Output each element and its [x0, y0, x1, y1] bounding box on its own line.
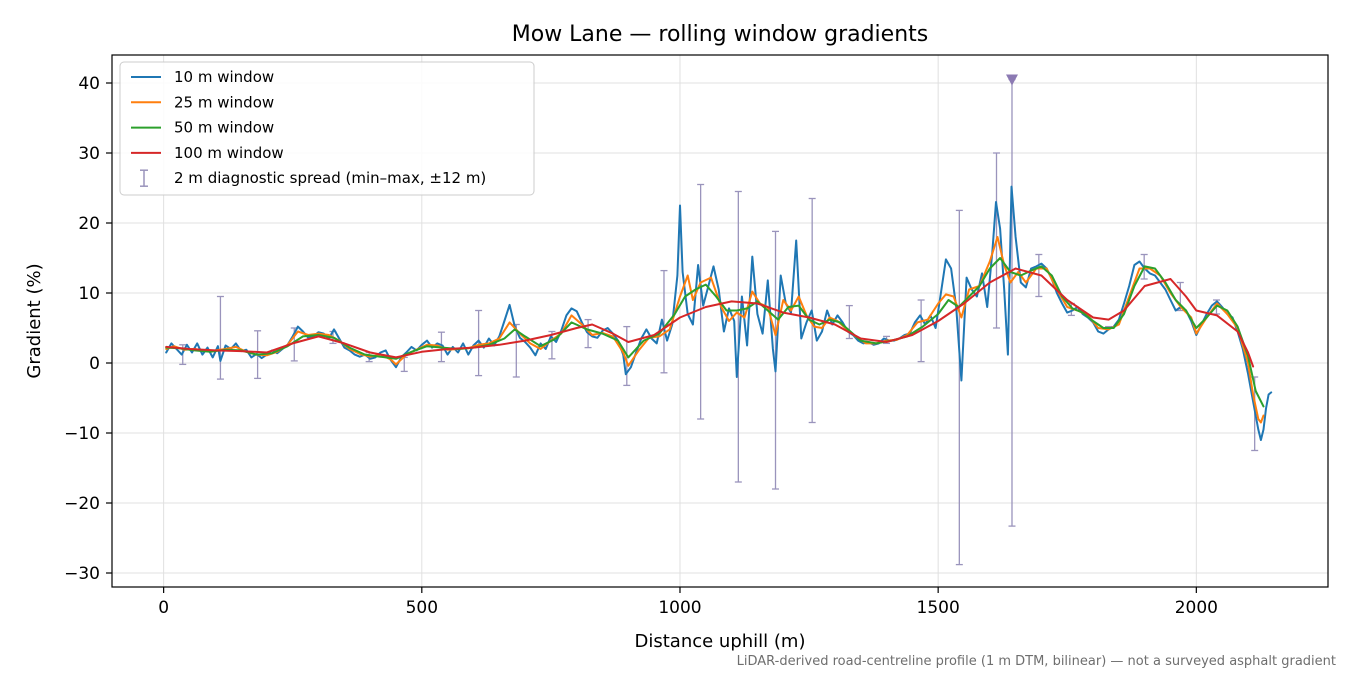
y-tick-label: −20 [64, 494, 100, 514]
errorbar [660, 269, 668, 374]
series-line-1 [165, 185, 1273, 441]
legend-entry: 25 m window [131, 93, 274, 111]
peak-marker [1005, 74, 1018, 86]
legend-label: 2 m diagnostic spread (min–max, ±12 m) [174, 169, 486, 187]
legend-entry: 10 m window [131, 68, 274, 86]
y-axis-ticks: −30 −20 −10 0 10 20 30 40 [64, 74, 112, 584]
x-tick-label: 1500 [917, 598, 960, 618]
errorbar [697, 183, 705, 420]
peak-markers [1005, 74, 1018, 86]
legend-entry: 100 m window [131, 144, 284, 162]
plot-frame [111, 54, 1329, 588]
legend-entry: 2 m diagnostic spread (min–max, ±12 m) [140, 169, 486, 187]
x-axis-ticks: 0 500 1000 1500 2000 [158, 587, 1218, 618]
series-line-4 [165, 267, 1255, 368]
y-tick-label: 10 [78, 284, 100, 304]
x-tick-label: 0 [158, 598, 169, 618]
legend-label: 25 m window [174, 93, 274, 111]
series-lines [165, 185, 1273, 441]
legend-label: 10 m window [174, 68, 274, 86]
y-tick-label: 0 [89, 354, 100, 374]
legend-label: 50 m window [174, 119, 274, 137]
errorbar [734, 190, 742, 483]
y-tick-label: 30 [78, 144, 100, 164]
y-tick-label: −10 [64, 424, 100, 444]
legend: 10 m window 25 m window 50 m window 100 m w… [119, 61, 535, 196]
errorbar [216, 295, 224, 380]
x-axis-label: Distance uphill (m) [635, 631, 806, 652]
x-tick-label: 1000 [658, 598, 701, 618]
y-tick-label: −30 [64, 564, 100, 584]
footnote: LiDAR-derived road-centreline profile (1… [737, 654, 1336, 669]
x-tick-label: 2000 [1175, 598, 1218, 618]
legend-label: 100 m window [174, 144, 284, 162]
legend-box [119, 61, 535, 196]
errorbar [955, 209, 963, 566]
y-tick-label: 20 [78, 214, 100, 234]
x-tick-label: 500 [406, 598, 438, 618]
series-line-2 [165, 236, 1265, 424]
errorbar [475, 309, 483, 377]
y-axis-label: Gradient (%) [24, 263, 45, 378]
chart-title: Mow Lane — rolling window gradients [512, 22, 929, 47]
legend-entry: 50 m window [131, 119, 274, 137]
y-tick-label: 40 [78, 74, 100, 94]
